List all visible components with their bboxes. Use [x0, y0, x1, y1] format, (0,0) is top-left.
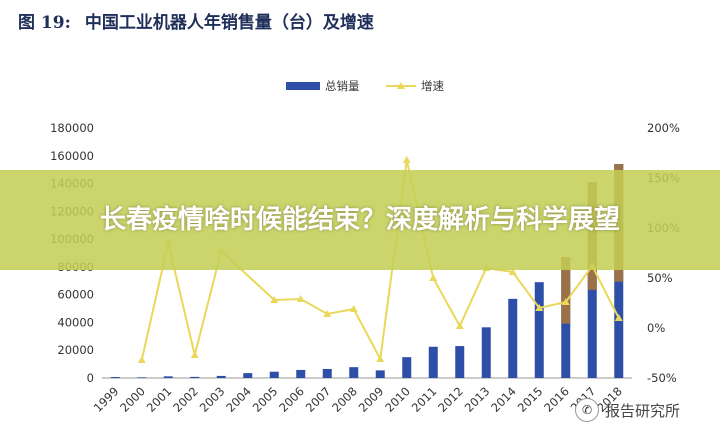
growth-point: [137, 356, 146, 363]
y-right-tick-label: 200%: [647, 121, 680, 135]
y-right-tick-label: -50%: [647, 371, 677, 385]
legend-label-growth: 增速: [421, 79, 444, 93]
x-tick-label: 2006: [276, 384, 307, 415]
x-tick-label: 2010: [382, 384, 413, 415]
figure-number: 图 19:: [18, 13, 71, 33]
legend-swatch-bar: [286, 82, 320, 90]
x-tick-label: 2011: [409, 384, 440, 415]
x-tick-label: 2002: [170, 384, 201, 415]
x-tick-label: 2012: [435, 384, 466, 415]
bar: [110, 377, 120, 378]
y-left-tick-label: 160000: [50, 149, 94, 163]
wechat-icon: ✆: [575, 398, 599, 422]
figure-title: 图 19: 中国工业机器人年销售量（台）及增速: [18, 8, 374, 33]
bar: [428, 346, 438, 378]
figure-title-text: 中国工业机器人年销售量（台）及增速: [84, 13, 374, 33]
y-left-tick-label: 0: [87, 371, 94, 385]
legend-marker: [397, 82, 405, 89]
bar: [349, 367, 359, 378]
y-left-tick-label: 20000: [57, 343, 94, 357]
bar: [375, 370, 385, 378]
watermark: ✆ 报告研究所: [575, 398, 680, 422]
x-tick-label: 2005: [250, 384, 281, 415]
growth-point: [455, 322, 464, 329]
growth-point: [296, 295, 305, 302]
legend-label-sales: 总销量: [325, 79, 360, 93]
overlay-bar: [561, 257, 571, 324]
bar: [216, 375, 226, 378]
bar: [163, 376, 173, 378]
x-tick-label: 2013: [462, 384, 493, 415]
growth-point: [614, 314, 623, 321]
x-tick-label: 2015: [515, 384, 546, 415]
overlay-banner: 长春疫情啥时候能结束？深度解析与科学展望: [0, 170, 720, 270]
x-tick-label: 2014: [488, 384, 519, 415]
bar: [534, 282, 544, 378]
growth-point: [561, 298, 570, 305]
y-left-tick-label: 40000: [57, 315, 94, 329]
bar: [481, 327, 491, 378]
x-tick-label: 2009: [356, 384, 387, 415]
growth-point: [376, 355, 385, 362]
x-tick-label: 2000: [117, 384, 148, 415]
x-tick-label: 2008: [329, 384, 360, 415]
growth-point: [508, 268, 517, 275]
x-tick-label: 1999: [91, 384, 122, 415]
watermark-text: 报告研究所: [605, 401, 681, 420]
x-tick-label: 2016: [541, 384, 572, 415]
x-tick-label: 2003: [197, 384, 228, 415]
growth-point: [323, 310, 332, 317]
y-right-tick-label: 0%: [647, 321, 665, 335]
growth-point: [270, 296, 279, 303]
growth-point: [402, 156, 411, 163]
growth-point: [429, 274, 438, 281]
bar: [190, 376, 200, 378]
x-tick-label: 2007: [303, 384, 334, 415]
bar: [296, 369, 306, 378]
x-tick-label: 2001: [144, 384, 175, 415]
y-right-tick-label: 50%: [647, 271, 673, 285]
y-left-tick-label: 180000: [50, 121, 94, 135]
bar: [322, 368, 332, 378]
bar: [455, 346, 465, 378]
bar: [243, 373, 253, 378]
bar: [508, 298, 518, 378]
x-tick-label: 2004: [223, 384, 254, 415]
bar: [402, 357, 412, 378]
growth-point: [535, 304, 544, 311]
growth-point: [190, 351, 199, 358]
bar: [137, 377, 147, 378]
y-left-tick-label: 60000: [57, 288, 94, 302]
banner-text: 长春疫情啥时候能结束？深度解析与科学展望: [99, 205, 620, 235]
bar: [269, 371, 279, 378]
growth-point: [349, 305, 358, 312]
